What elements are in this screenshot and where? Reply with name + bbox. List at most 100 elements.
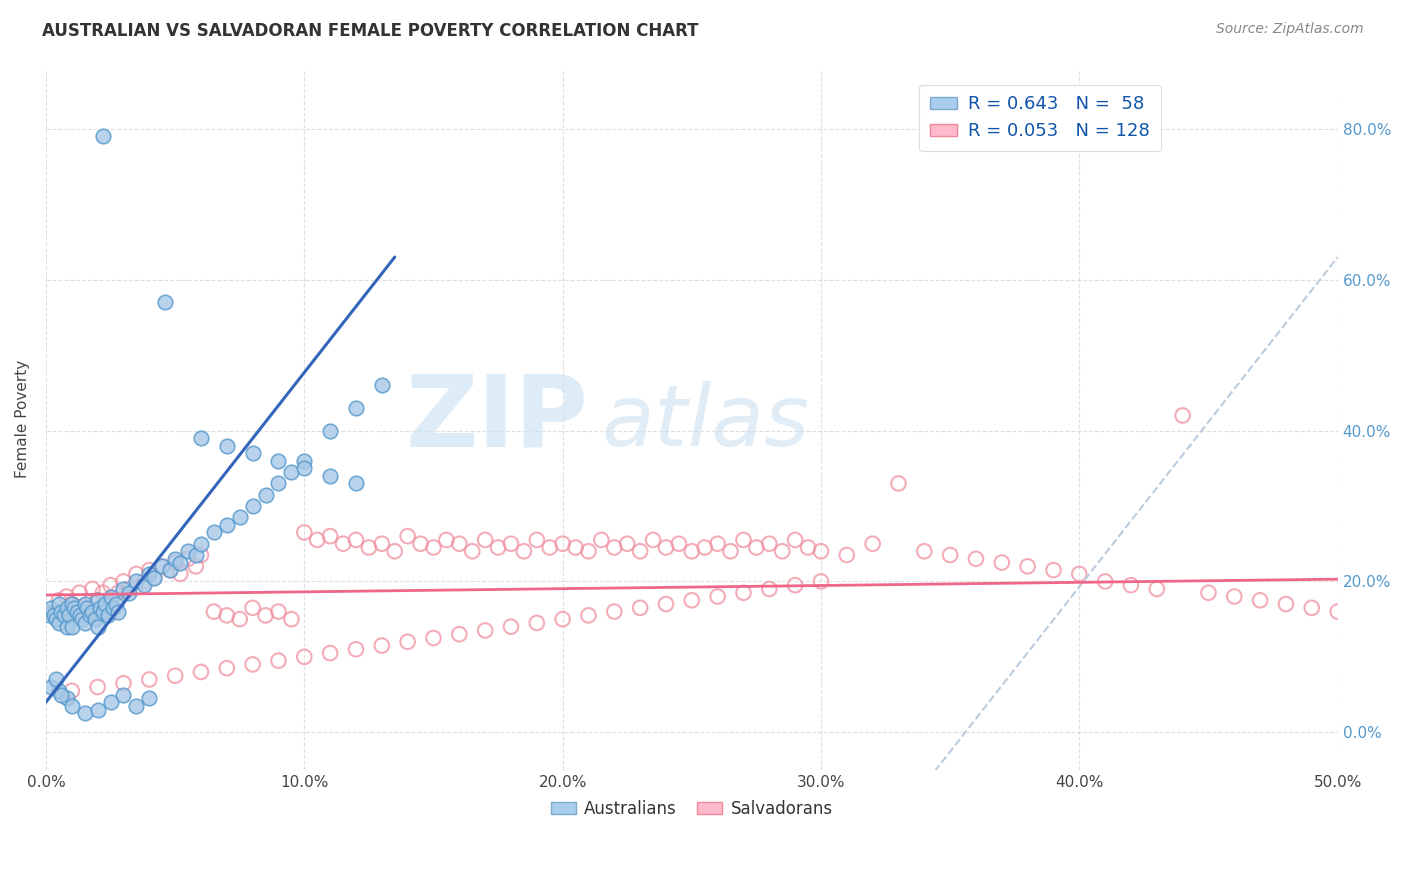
Point	[45, 612, 67, 626]
Point	[371, 639, 394, 653]
Point	[112, 676, 135, 690]
Point	[267, 454, 290, 468]
Point	[60, 620, 83, 634]
Point	[169, 566, 191, 581]
Point	[1069, 566, 1091, 581]
Point	[693, 541, 716, 555]
Point	[138, 691, 160, 706]
Point	[242, 600, 264, 615]
Point	[73, 615, 96, 630]
Point	[84, 612, 107, 626]
Point	[60, 698, 83, 713]
Point	[112, 688, 135, 702]
Point	[202, 605, 225, 619]
Point	[94, 597, 117, 611]
Point	[86, 593, 108, 607]
Point	[242, 657, 264, 672]
Point	[184, 559, 207, 574]
Point	[228, 510, 250, 524]
Point	[344, 642, 367, 657]
Point	[125, 566, 148, 581]
Point	[655, 597, 678, 611]
Point	[134, 578, 156, 592]
Point	[165, 669, 187, 683]
Point	[76, 600, 98, 615]
Point	[215, 439, 238, 453]
Point	[551, 612, 574, 626]
Point	[526, 533, 548, 547]
Point	[165, 556, 187, 570]
Point	[292, 649, 315, 664]
Point	[138, 563, 160, 577]
Point	[73, 600, 96, 615]
Point	[720, 544, 742, 558]
Point	[177, 551, 200, 566]
Point	[1042, 563, 1064, 577]
Point	[215, 517, 238, 532]
Point	[153, 295, 176, 310]
Point	[486, 541, 509, 555]
Point	[107, 586, 129, 600]
Point	[449, 537, 471, 551]
Point	[202, 525, 225, 540]
Point	[184, 548, 207, 562]
Point	[45, 673, 67, 687]
Point	[91, 605, 114, 619]
Point	[51, 688, 73, 702]
Point	[242, 446, 264, 460]
Point	[835, 548, 858, 562]
Point	[66, 605, 89, 619]
Point	[1275, 597, 1298, 611]
Point	[254, 608, 277, 623]
Point	[73, 706, 96, 721]
Point	[42, 608, 65, 623]
Text: ZIP: ZIP	[405, 371, 589, 467]
Point	[101, 600, 124, 615]
Point	[758, 537, 780, 551]
Point	[100, 578, 122, 592]
Point	[551, 537, 574, 551]
Point	[86, 680, 108, 694]
Point	[63, 600, 86, 615]
Point	[706, 537, 728, 551]
Point	[991, 556, 1014, 570]
Point	[396, 529, 419, 543]
Point	[48, 683, 70, 698]
Point	[190, 548, 212, 562]
Point	[138, 566, 160, 581]
Point	[344, 401, 367, 415]
Point	[1017, 559, 1039, 574]
Point	[603, 605, 626, 619]
Point	[190, 665, 212, 679]
Point	[228, 612, 250, 626]
Point	[51, 605, 73, 619]
Point	[215, 661, 238, 675]
Point	[810, 574, 832, 589]
Point	[48, 615, 70, 630]
Point	[125, 698, 148, 713]
Point	[48, 593, 70, 607]
Point	[785, 578, 807, 592]
Point	[965, 551, 987, 566]
Point	[357, 541, 380, 555]
Point	[1171, 409, 1194, 423]
Point	[319, 529, 342, 543]
Point	[112, 574, 135, 589]
Point	[745, 541, 768, 555]
Point	[1353, 608, 1375, 623]
Point	[267, 654, 290, 668]
Point	[53, 608, 76, 623]
Text: Source: ZipAtlas.com: Source: ZipAtlas.com	[1216, 22, 1364, 37]
Point	[434, 533, 457, 547]
Point	[254, 488, 277, 502]
Point	[70, 612, 93, 626]
Point	[785, 533, 807, 547]
Point	[60, 683, 83, 698]
Point	[100, 590, 122, 604]
Point	[69, 608, 91, 623]
Point	[86, 593, 108, 607]
Point	[125, 574, 148, 589]
Point	[35, 605, 58, 619]
Point	[292, 525, 315, 540]
Point	[242, 499, 264, 513]
